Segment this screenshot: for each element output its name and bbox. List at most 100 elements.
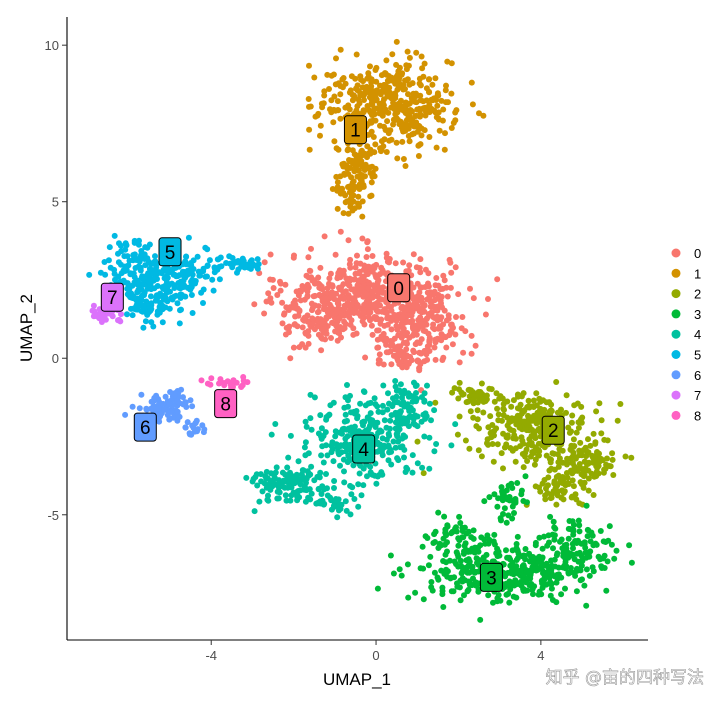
data-point — [523, 427, 530, 434]
data-point — [387, 552, 394, 559]
data-point — [404, 48, 411, 55]
data-point — [368, 192, 375, 199]
data-point — [122, 240, 129, 247]
data-point — [384, 406, 391, 413]
data-point — [268, 470, 275, 477]
data-point — [456, 537, 463, 544]
data-point — [320, 459, 327, 466]
data-point — [628, 559, 635, 566]
data-point — [416, 365, 423, 372]
data-point — [384, 118, 391, 125]
data-point — [209, 276, 216, 283]
data-point — [357, 400, 364, 407]
data-point — [452, 117, 459, 124]
data-point — [138, 297, 145, 304]
data-point — [393, 317, 400, 324]
data-point — [399, 70, 406, 77]
data-point — [586, 572, 593, 579]
data-point — [563, 392, 570, 399]
data-point — [367, 118, 374, 125]
data-point — [609, 450, 616, 457]
data-point — [342, 435, 349, 442]
data-point — [433, 275, 440, 281]
data-point — [358, 76, 364, 83]
data-point — [444, 58, 451, 65]
data-point — [400, 156, 407, 162]
data-point — [422, 104, 428, 111]
data-point — [282, 281, 289, 288]
data-point — [317, 132, 323, 139]
data-point — [550, 518, 557, 525]
label-box — [541, 415, 565, 445]
data-point — [570, 531, 577, 538]
data-point — [436, 540, 443, 547]
data-point — [356, 470, 363, 477]
data-point — [263, 298, 270, 305]
data-point — [424, 343, 431, 350]
data-point — [321, 233, 328, 240]
data-point — [156, 411, 163, 418]
data-point — [456, 413, 463, 420]
data-point — [520, 464, 527, 471]
data-point — [294, 323, 301, 330]
data-point — [287, 355, 294, 362]
data-point — [368, 87, 375, 94]
data-point — [420, 323, 427, 330]
data-point — [188, 292, 195, 298]
data-point — [290, 489, 297, 496]
data-point — [174, 300, 181, 307]
data-point — [475, 389, 482, 395]
data-point — [360, 309, 367, 316]
data-point — [204, 246, 211, 253]
data-point — [316, 284, 323, 291]
data-point — [558, 591, 565, 598]
data-point — [417, 111, 424, 118]
data-point — [397, 381, 404, 388]
data-point — [301, 444, 308, 451]
data-point — [432, 296, 439, 303]
data-point — [148, 398, 155, 405]
data-point — [302, 344, 309, 351]
data-point — [384, 337, 391, 344]
data-point — [148, 293, 154, 300]
data-point — [164, 283, 171, 290]
data-point — [339, 76, 346, 83]
data-point — [504, 432, 511, 439]
data-point — [443, 559, 450, 566]
data-point — [185, 234, 192, 241]
data-point — [435, 576, 442, 583]
data-point — [204, 273, 210, 280]
data-point — [340, 295, 347, 302]
data-point — [186, 261, 193, 268]
data-point — [420, 73, 427, 80]
data-point — [529, 449, 536, 456]
data-point — [302, 439, 309, 446]
data-point — [405, 393, 412, 400]
legend-label: 1 — [694, 266, 701, 281]
data-point — [308, 426, 315, 433]
data-point — [167, 288, 173, 295]
data-point — [275, 495, 282, 502]
data-point — [476, 110, 482, 117]
data-point — [544, 490, 551, 496]
data-point — [189, 310, 196, 316]
legend: 0 1 2 3 4 5 6 7 8 — [671, 246, 701, 423]
data-point — [382, 309, 389, 316]
data-point — [412, 383, 419, 389]
data-point — [138, 391, 145, 398]
data-point — [332, 81, 339, 88]
y-tick-label: 0 — [52, 351, 59, 366]
data-point — [550, 545, 556, 552]
data-point — [448, 269, 455, 276]
legend-item-6: 6 — [671, 368, 701, 383]
data-point — [194, 253, 201, 260]
data-point — [571, 468, 578, 474]
data-point — [131, 279, 138, 286]
data-point — [116, 240, 122, 247]
data-point — [409, 469, 416, 476]
data-point — [532, 456, 539, 463]
data-point — [582, 458, 589, 465]
data-point — [279, 320, 286, 327]
data-point — [417, 141, 424, 148]
data-point — [400, 390, 407, 397]
